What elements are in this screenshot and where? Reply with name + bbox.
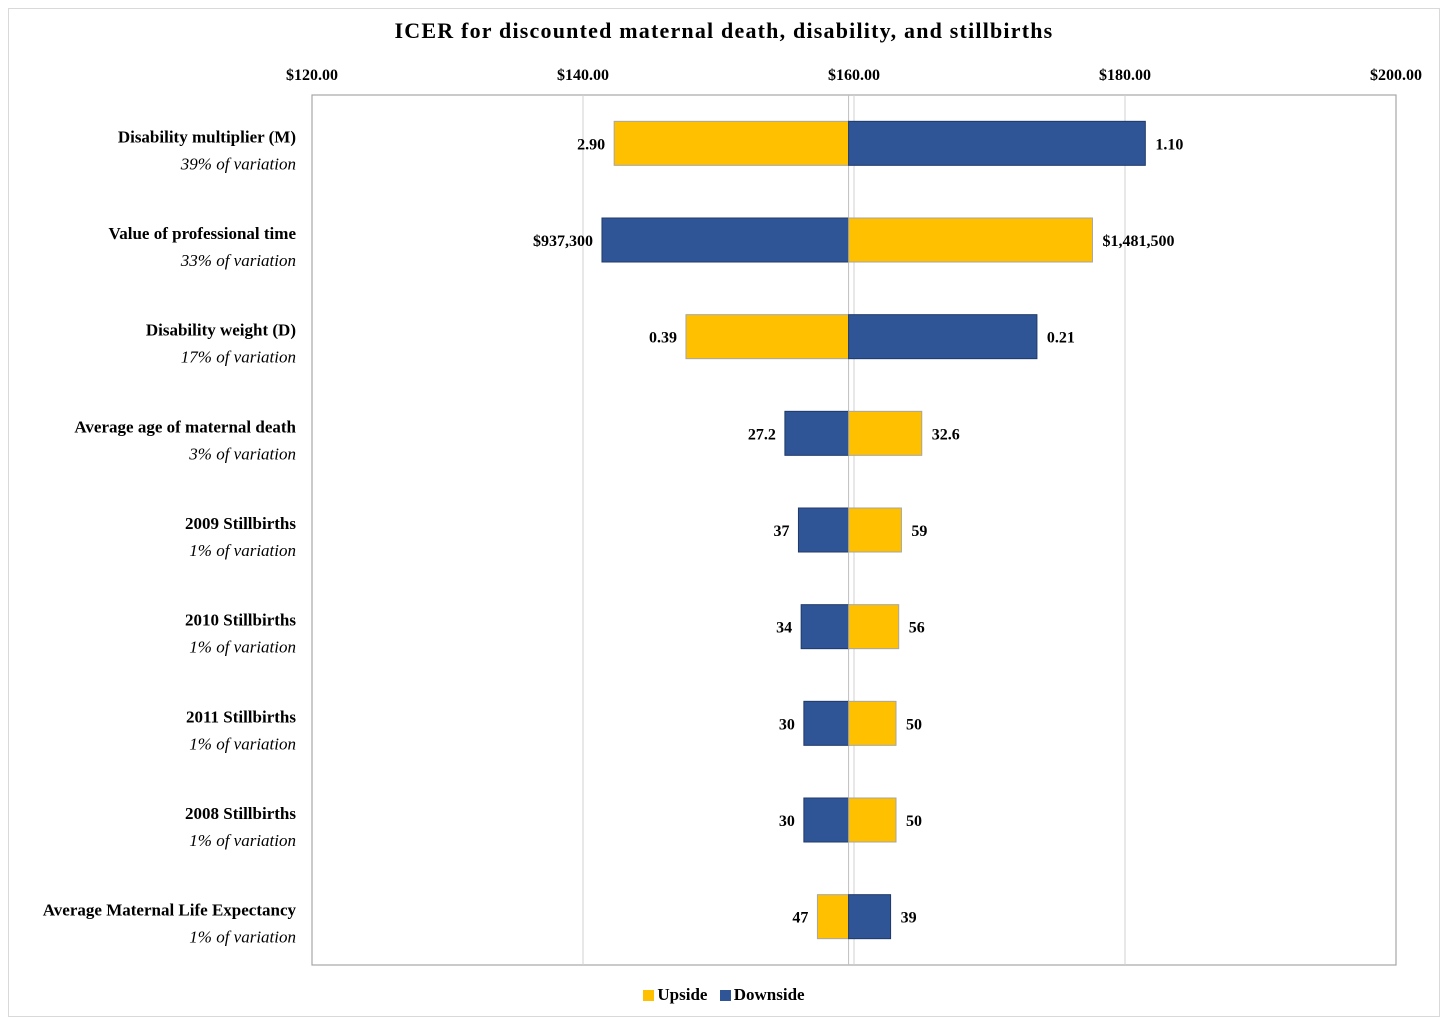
category-label-0: Disability multiplier (M) — [118, 127, 296, 146]
data-label-left-7: 30 — [779, 813, 795, 830]
category-label-2: Disability weight (D) — [146, 321, 296, 340]
data-label-right-7: 50 — [906, 813, 922, 830]
data-label-left-5: 34 — [776, 620, 792, 637]
variation-label-0: 39% of variation — [180, 154, 296, 173]
data-label-left-3: 27.2 — [748, 426, 776, 443]
bar-left-5 — [800, 604, 850, 650]
bar-right-2 — [848, 314, 1038, 360]
data-label-right-3: 32.6 — [932, 426, 960, 443]
variation-label-8: 1% of variation — [189, 928, 296, 947]
chart-title: ICER for discounted maternal death, disa… — [394, 18, 1054, 43]
legend: Upside Downside — [0, 985, 1448, 1006]
bar-left-2 — [685, 314, 850, 360]
category-label-4: 2009 Stillbirths — [185, 514, 296, 533]
data-label-right-6: 50 — [906, 716, 922, 733]
bar-left-8 — [816, 894, 850, 940]
bar-left-1 — [601, 217, 850, 263]
x-tick-label-140: $140.00 — [557, 67, 609, 84]
variation-label-7: 1% of variation — [189, 831, 296, 850]
bar-left-4 — [797, 507, 850, 553]
bar-left-0 — [613, 120, 850, 166]
bar-right-7 — [848, 797, 897, 843]
legend-label-upside: Upside — [657, 985, 708, 1004]
category-label-7: 2008 Stillbirths — [185, 804, 296, 823]
data-label-right-4: 59 — [911, 523, 927, 540]
bar-left-6 — [803, 700, 850, 746]
bar-right-8 — [848, 894, 892, 940]
data-label-left-1: $937,300 — [533, 233, 593, 250]
data-label-right-1: $1,481,500 — [1102, 233, 1174, 250]
bar-right-5 — [848, 604, 900, 650]
category-label-1: Value of professional time — [109, 224, 297, 243]
category-label-5: 2010 Stillbirths — [185, 611, 296, 630]
legend-swatch-downside — [719, 989, 731, 1001]
variation-label-2: 17% of variation — [181, 348, 296, 367]
data-label-right-2: 0.21 — [1047, 330, 1075, 347]
variation-label-3: 3% of variation — [188, 444, 296, 463]
data-label-left-2: 0.39 — [649, 330, 677, 347]
x-tick-label-160: $160.00 — [828, 67, 880, 84]
bar-left-3 — [784, 410, 850, 456]
category-label-6: 2011 Stillbirths — [186, 707, 296, 726]
category-label-8: Average Maternal Life Expectancy — [43, 901, 297, 920]
variation-label-5: 1% of variation — [189, 638, 296, 657]
variation-label-6: 1% of variation — [189, 734, 296, 753]
data-label-right-5: 56 — [909, 620, 925, 637]
data-label-right-0: 1.10 — [1155, 136, 1183, 153]
legend-item-upside: Upside — [643, 985, 707, 1005]
bar-right-3 — [848, 410, 923, 456]
x-tick-label-200: $200.00 — [1370, 67, 1422, 84]
bar-right-0 — [848, 120, 1146, 166]
data-label-right-8: 39 — [901, 910, 917, 927]
legend-swatch-upside — [643, 989, 655, 1001]
bar-right-4 — [848, 507, 902, 553]
legend-item-downside: Downside — [719, 985, 805, 1005]
data-label-left-6: 30 — [779, 716, 795, 733]
variation-label-4: 1% of variation — [189, 541, 296, 560]
data-label-left-0: 2.90 — [577, 136, 605, 153]
data-label-left-8: 47 — [792, 910, 808, 927]
chart-frame — [8, 8, 1440, 1017]
bar-right-1 — [848, 217, 1093, 263]
category-label-3: Average age of maternal death — [74, 417, 296, 436]
data-label-left-4: 37 — [773, 523, 789, 540]
bar-right-6 — [848, 700, 897, 746]
legend-label-downside: Downside — [733, 985, 805, 1004]
x-tick-label-120: $120.00 — [286, 67, 338, 84]
x-tick-label-180: $180.00 — [1099, 67, 1151, 84]
variation-label-1: 33% of variation — [180, 251, 296, 270]
bar-left-7 — [803, 797, 850, 843]
